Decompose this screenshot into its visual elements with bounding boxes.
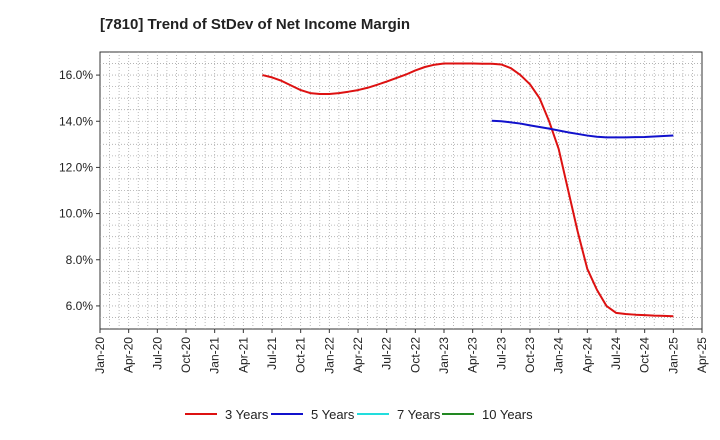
y-tick-label: 16.0% [59, 68, 93, 82]
x-tick-label: Jul-23 [494, 337, 508, 370]
series-lines [262, 62, 674, 318]
x-tick-label: Jan-23 [437, 337, 451, 374]
grid [100, 52, 702, 329]
legend-label: 7 Years [397, 407, 441, 422]
y-tick-label: 14.0% [59, 114, 93, 128]
x-tick-label: Oct-21 [294, 337, 308, 373]
y-tick-label: 6.0% [66, 299, 94, 313]
x-tick-label: Apr-22 [351, 337, 365, 373]
x-tick-label: Oct-22 [408, 337, 422, 373]
legend-label: 3 Years [225, 407, 269, 422]
series-line-5-years [491, 119, 674, 139]
legend-label: 10 Years [482, 407, 533, 422]
series-line-3-years [262, 62, 674, 318]
y-axis-ticks: 6.0% 8.0% 10.0% 12.0% 14.0% 16.0% [59, 68, 100, 313]
x-tick-label: Oct-20 [179, 337, 193, 373]
x-tick-label: Jan-24 [552, 337, 566, 374]
x-tick-label: Oct-24 [638, 337, 652, 373]
x-tick-label: Apr-21 [236, 337, 250, 373]
x-tick-label: Apr-20 [122, 337, 136, 373]
x-tick-label: Jul-24 [609, 337, 623, 370]
y-tick-label: 10.0% [59, 207, 93, 221]
chart-title: [7810] Trend of StDev of Net Income Marg… [100, 16, 411, 33]
x-tick-label: Jul-20 [150, 337, 164, 370]
x-tick-label: Jan-25 [666, 337, 680, 374]
y-tick-label: 8.0% [66, 253, 94, 267]
x-tick-label: Jan-22 [322, 337, 336, 374]
x-tick-label: Jan-20 [93, 337, 107, 374]
x-tick-label: Apr-24 [580, 337, 594, 373]
y-tick-label: 12.0% [59, 160, 93, 174]
legend: 3 Years 5 Years 7 Years 10 Years [185, 407, 533, 422]
x-tick-label: Jul-22 [380, 337, 394, 370]
x-tick-label: Apr-23 [466, 337, 480, 373]
x-axis-ticks: Jan-20 Apr-20 Jul-20 Oct-20 Jan-21 Apr-21 Jul-… [93, 329, 709, 374]
x-tick-label: Apr-25 [695, 337, 709, 373]
x-tick-label: Jan-21 [208, 337, 222, 374]
x-tick-label: Oct-23 [523, 337, 537, 373]
x-tick-label: Jul-21 [265, 337, 279, 370]
legend-label: 5 Years [311, 407, 355, 422]
